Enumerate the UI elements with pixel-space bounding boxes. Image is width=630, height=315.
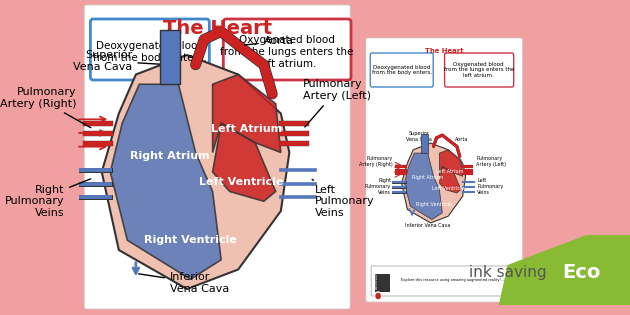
Polygon shape xyxy=(404,153,442,220)
Circle shape xyxy=(375,292,382,300)
Text: Deoxygenated blood
from the body enters.: Deoxygenated blood from the body enters. xyxy=(93,41,207,63)
FancyBboxPatch shape xyxy=(370,53,433,87)
Bar xyxy=(160,30,180,84)
Text: Left
Pulmonary
Veins: Left Pulmonary Veins xyxy=(312,180,375,218)
Text: Right Ventricle: Right Ventricle xyxy=(144,235,237,245)
Bar xyxy=(421,135,428,153)
Text: Superior
Vena Cava: Superior Vena Cava xyxy=(406,131,432,142)
Polygon shape xyxy=(499,235,630,305)
Text: Eco: Eco xyxy=(563,264,601,283)
Text: Aorta: Aorta xyxy=(455,137,469,142)
Text: Extension: Extension xyxy=(375,271,379,289)
Text: ink saving: ink saving xyxy=(469,266,546,280)
Text: Right
Pulmonary
Veins: Right Pulmonary Veins xyxy=(365,178,391,195)
Polygon shape xyxy=(439,150,462,176)
Text: Right Atrium: Right Atrium xyxy=(130,152,210,161)
Text: Right Ventricle: Right Ventricle xyxy=(416,202,452,207)
FancyBboxPatch shape xyxy=(84,5,350,309)
FancyBboxPatch shape xyxy=(371,266,517,296)
Text: Left Atrium: Left Atrium xyxy=(435,169,463,174)
Text: Oxygenated blood
from the lungs enters the
left atrium.: Oxygenated blood from the lungs enters t… xyxy=(220,35,354,69)
Text: Pulmonary
Artery (Left): Pulmonary Artery (Left) xyxy=(476,156,506,167)
Text: Explore this resource using amazing augmented reality!...: Explore this resource using amazing augm… xyxy=(401,278,504,282)
Text: Deoxygenated blood
from the body enters.: Deoxygenated blood from the body enters. xyxy=(372,65,432,75)
Polygon shape xyxy=(401,143,466,223)
Text: Right
Pulmonary
Veins: Right Pulmonary Veins xyxy=(4,179,91,218)
Text: Left Ventricle: Left Ventricle xyxy=(200,177,284,187)
FancyBboxPatch shape xyxy=(445,53,513,87)
Polygon shape xyxy=(212,75,281,152)
Text: Pulmonary
Artery (Right): Pulmonary Artery (Right) xyxy=(359,156,393,167)
Bar xyxy=(375,274,391,292)
Text: Left Ventricle: Left Ventricle xyxy=(432,186,464,191)
Text: Left Atrium: Left Atrium xyxy=(211,124,282,134)
Text: Pulmonary
Artery (Right): Pulmonary Artery (Right) xyxy=(0,87,91,128)
Polygon shape xyxy=(439,166,461,193)
FancyBboxPatch shape xyxy=(90,19,209,80)
Text: Aorta: Aorta xyxy=(244,36,294,46)
Text: The Heart: The Heart xyxy=(425,48,464,54)
FancyBboxPatch shape xyxy=(223,19,351,80)
Text: Inferior Vena Cava: Inferior Vena Cava xyxy=(405,223,450,228)
Polygon shape xyxy=(110,84,221,279)
Text: Inferior
Vena Cava: Inferior Vena Cava xyxy=(139,272,229,294)
Text: Left
Pulmonary
Veins: Left Pulmonary Veins xyxy=(477,178,503,195)
Text: Right Atrium: Right Atrium xyxy=(412,175,444,180)
Polygon shape xyxy=(212,123,276,201)
FancyBboxPatch shape xyxy=(366,38,522,302)
Text: Oxygenated blood
from the lungs enters the
left atrium.: Oxygenated blood from the lungs enters t… xyxy=(444,62,514,78)
Text: Pulmonary
Artery (Left): Pulmonary Artery (Left) xyxy=(303,79,371,127)
Text: The Heart: The Heart xyxy=(163,19,272,38)
Polygon shape xyxy=(102,55,289,289)
Text: Superior
Vena Cava: Superior Vena Cava xyxy=(73,50,167,72)
